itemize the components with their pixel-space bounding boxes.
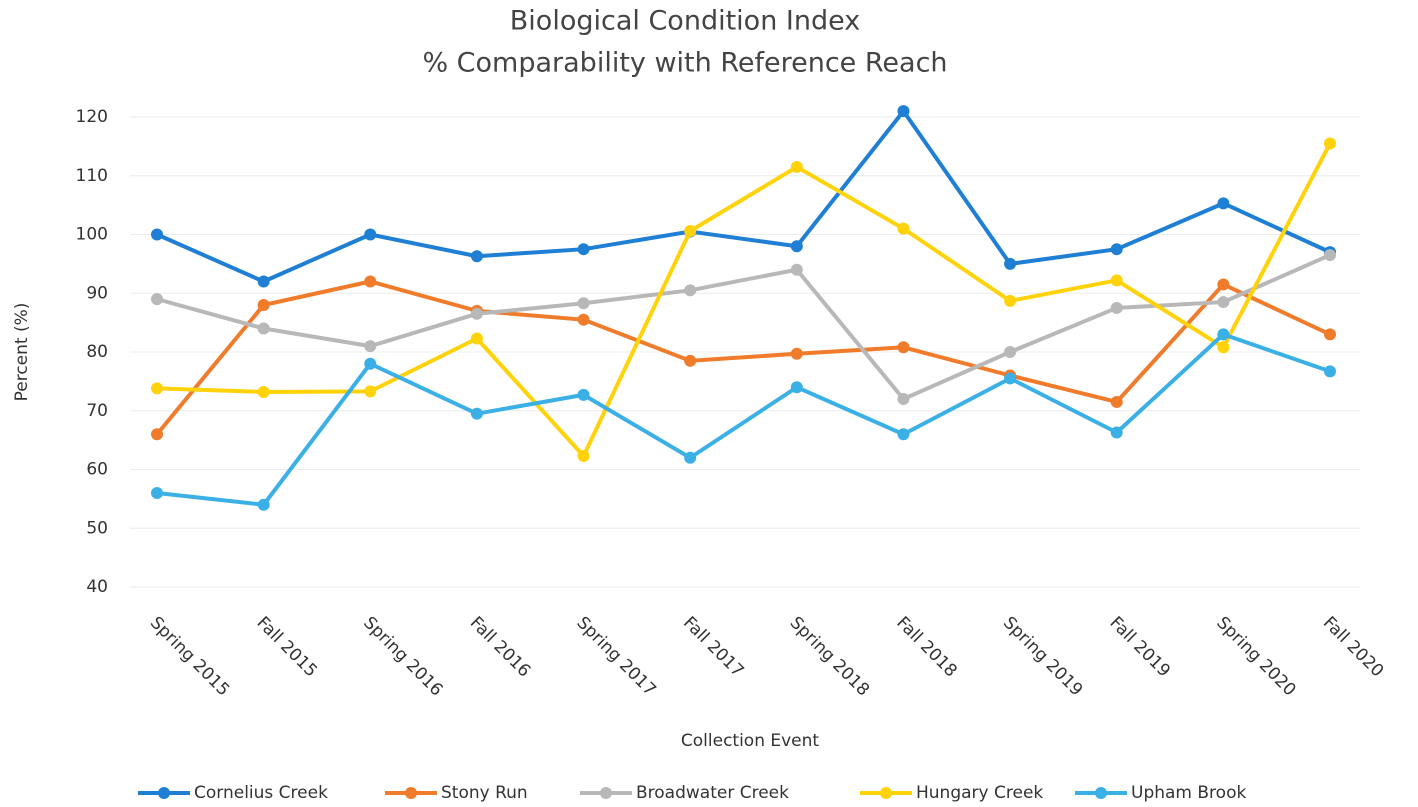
data-point [1324, 328, 1336, 341]
x-tick-label: Fall 2017 [679, 613, 747, 681]
data-point [1217, 328, 1230, 341]
data-point [151, 382, 163, 395]
data-point [364, 228, 377, 241]
data-point [897, 105, 910, 118]
y-tick-label: 70 [86, 401, 108, 421]
data-point [897, 428, 910, 441]
y-tick-label: 80 [86, 342, 108, 362]
data-point [684, 284, 697, 297]
data-point [1217, 341, 1230, 354]
y-tick-label: 110 [76, 166, 108, 186]
data-point [151, 487, 163, 499]
x-tick-label: Spring 2016 [359, 613, 446, 700]
data-point [151, 228, 163, 241]
legend-label: Hungary Creek [916, 783, 1043, 803]
data-point [790, 160, 803, 173]
data-point [897, 341, 910, 354]
data-point [577, 297, 590, 310]
data-point [684, 354, 697, 367]
data-point [1004, 294, 1017, 307]
legend-marker [405, 787, 417, 799]
data-point [684, 451, 697, 464]
y-tick-label: 60 [86, 460, 108, 480]
data-point [577, 449, 590, 462]
data-point [1110, 243, 1123, 256]
x-tick-label: Spring 2020 [1212, 613, 1299, 700]
data-point [790, 347, 803, 360]
data-point [1324, 365, 1336, 378]
y-tick-label: 50 [86, 518, 108, 538]
x-tick-label: Spring 2019 [999, 613, 1086, 700]
data-point [470, 407, 483, 420]
data-point [1110, 301, 1123, 314]
data-point [1217, 197, 1230, 210]
data-point [470, 332, 483, 345]
x-tick-label: Spring 2015 [146, 613, 233, 700]
legend-marker [880, 787, 892, 799]
data-point [790, 240, 803, 253]
data-point [897, 222, 910, 235]
y-tick-label: 120 [76, 107, 108, 127]
data-point [151, 428, 163, 441]
data-point [470, 307, 483, 320]
x-tick-label: Fall 2018 [892, 613, 960, 681]
series-line [155, 279, 1331, 436]
y-tick-label: 100 [76, 225, 108, 245]
series-line [156, 253, 1331, 401]
x-tick-label: Fall 2019 [1106, 613, 1174, 681]
data-point [1004, 257, 1017, 270]
y-axis-label: Percent (%) [12, 303, 32, 402]
data-point [790, 263, 803, 276]
data-point [897, 393, 910, 405]
data-point [1324, 249, 1336, 262]
data-point [1217, 296, 1230, 309]
legend-label: Broadwater Creek [636, 783, 789, 803]
x-tick-label: Fall 2015 [253, 613, 321, 681]
data-point [1004, 346, 1017, 358]
series-line [156, 332, 1331, 507]
chart-title: Biological Condition Index [510, 6, 860, 37]
data-point [257, 385, 270, 398]
data-point [1004, 372, 1017, 385]
x-tick-label: Fall 2016 [466, 613, 534, 681]
legend-marker [1095, 787, 1107, 799]
data-point [257, 498, 270, 511]
x-axis-label: Collection Event [681, 731, 820, 751]
data-point [364, 340, 377, 353]
data-point [470, 250, 483, 263]
data-point [684, 224, 697, 237]
data-point [364, 275, 377, 288]
data-point [577, 313, 590, 326]
y-tick-label: 90 [86, 283, 108, 303]
legend-marker [158, 787, 170, 799]
data-point [790, 381, 803, 394]
data-point [577, 243, 590, 256]
legend-label: Cornelius Creek [194, 783, 328, 803]
x-tick-label: Spring 2017 [572, 613, 659, 700]
data-point [577, 388, 590, 401]
chart-subtitle: % Comparability with Reference Reach [422, 48, 947, 79]
data-point [257, 322, 270, 335]
data-point [364, 385, 377, 398]
legend-marker [600, 787, 612, 799]
data-point [1110, 426, 1123, 439]
x-tick-label: Fall 2020 [1319, 613, 1387, 681]
data-point [1324, 137, 1336, 150]
data-point [1110, 274, 1123, 287]
data-point [364, 357, 377, 370]
data-point [257, 275, 270, 288]
y-tick-label: 40 [86, 577, 108, 597]
series-line [156, 142, 1332, 458]
data-point [1217, 278, 1230, 291]
data-point [257, 299, 270, 311]
data-point [1110, 395, 1123, 408]
x-tick-label: Spring 2018 [786, 613, 873, 700]
legend-label: Upham Brook [1131, 783, 1246, 803]
series-line [156, 109, 1331, 284]
data-point [151, 293, 163, 306]
legend-label: Stony Run [441, 783, 528, 803]
